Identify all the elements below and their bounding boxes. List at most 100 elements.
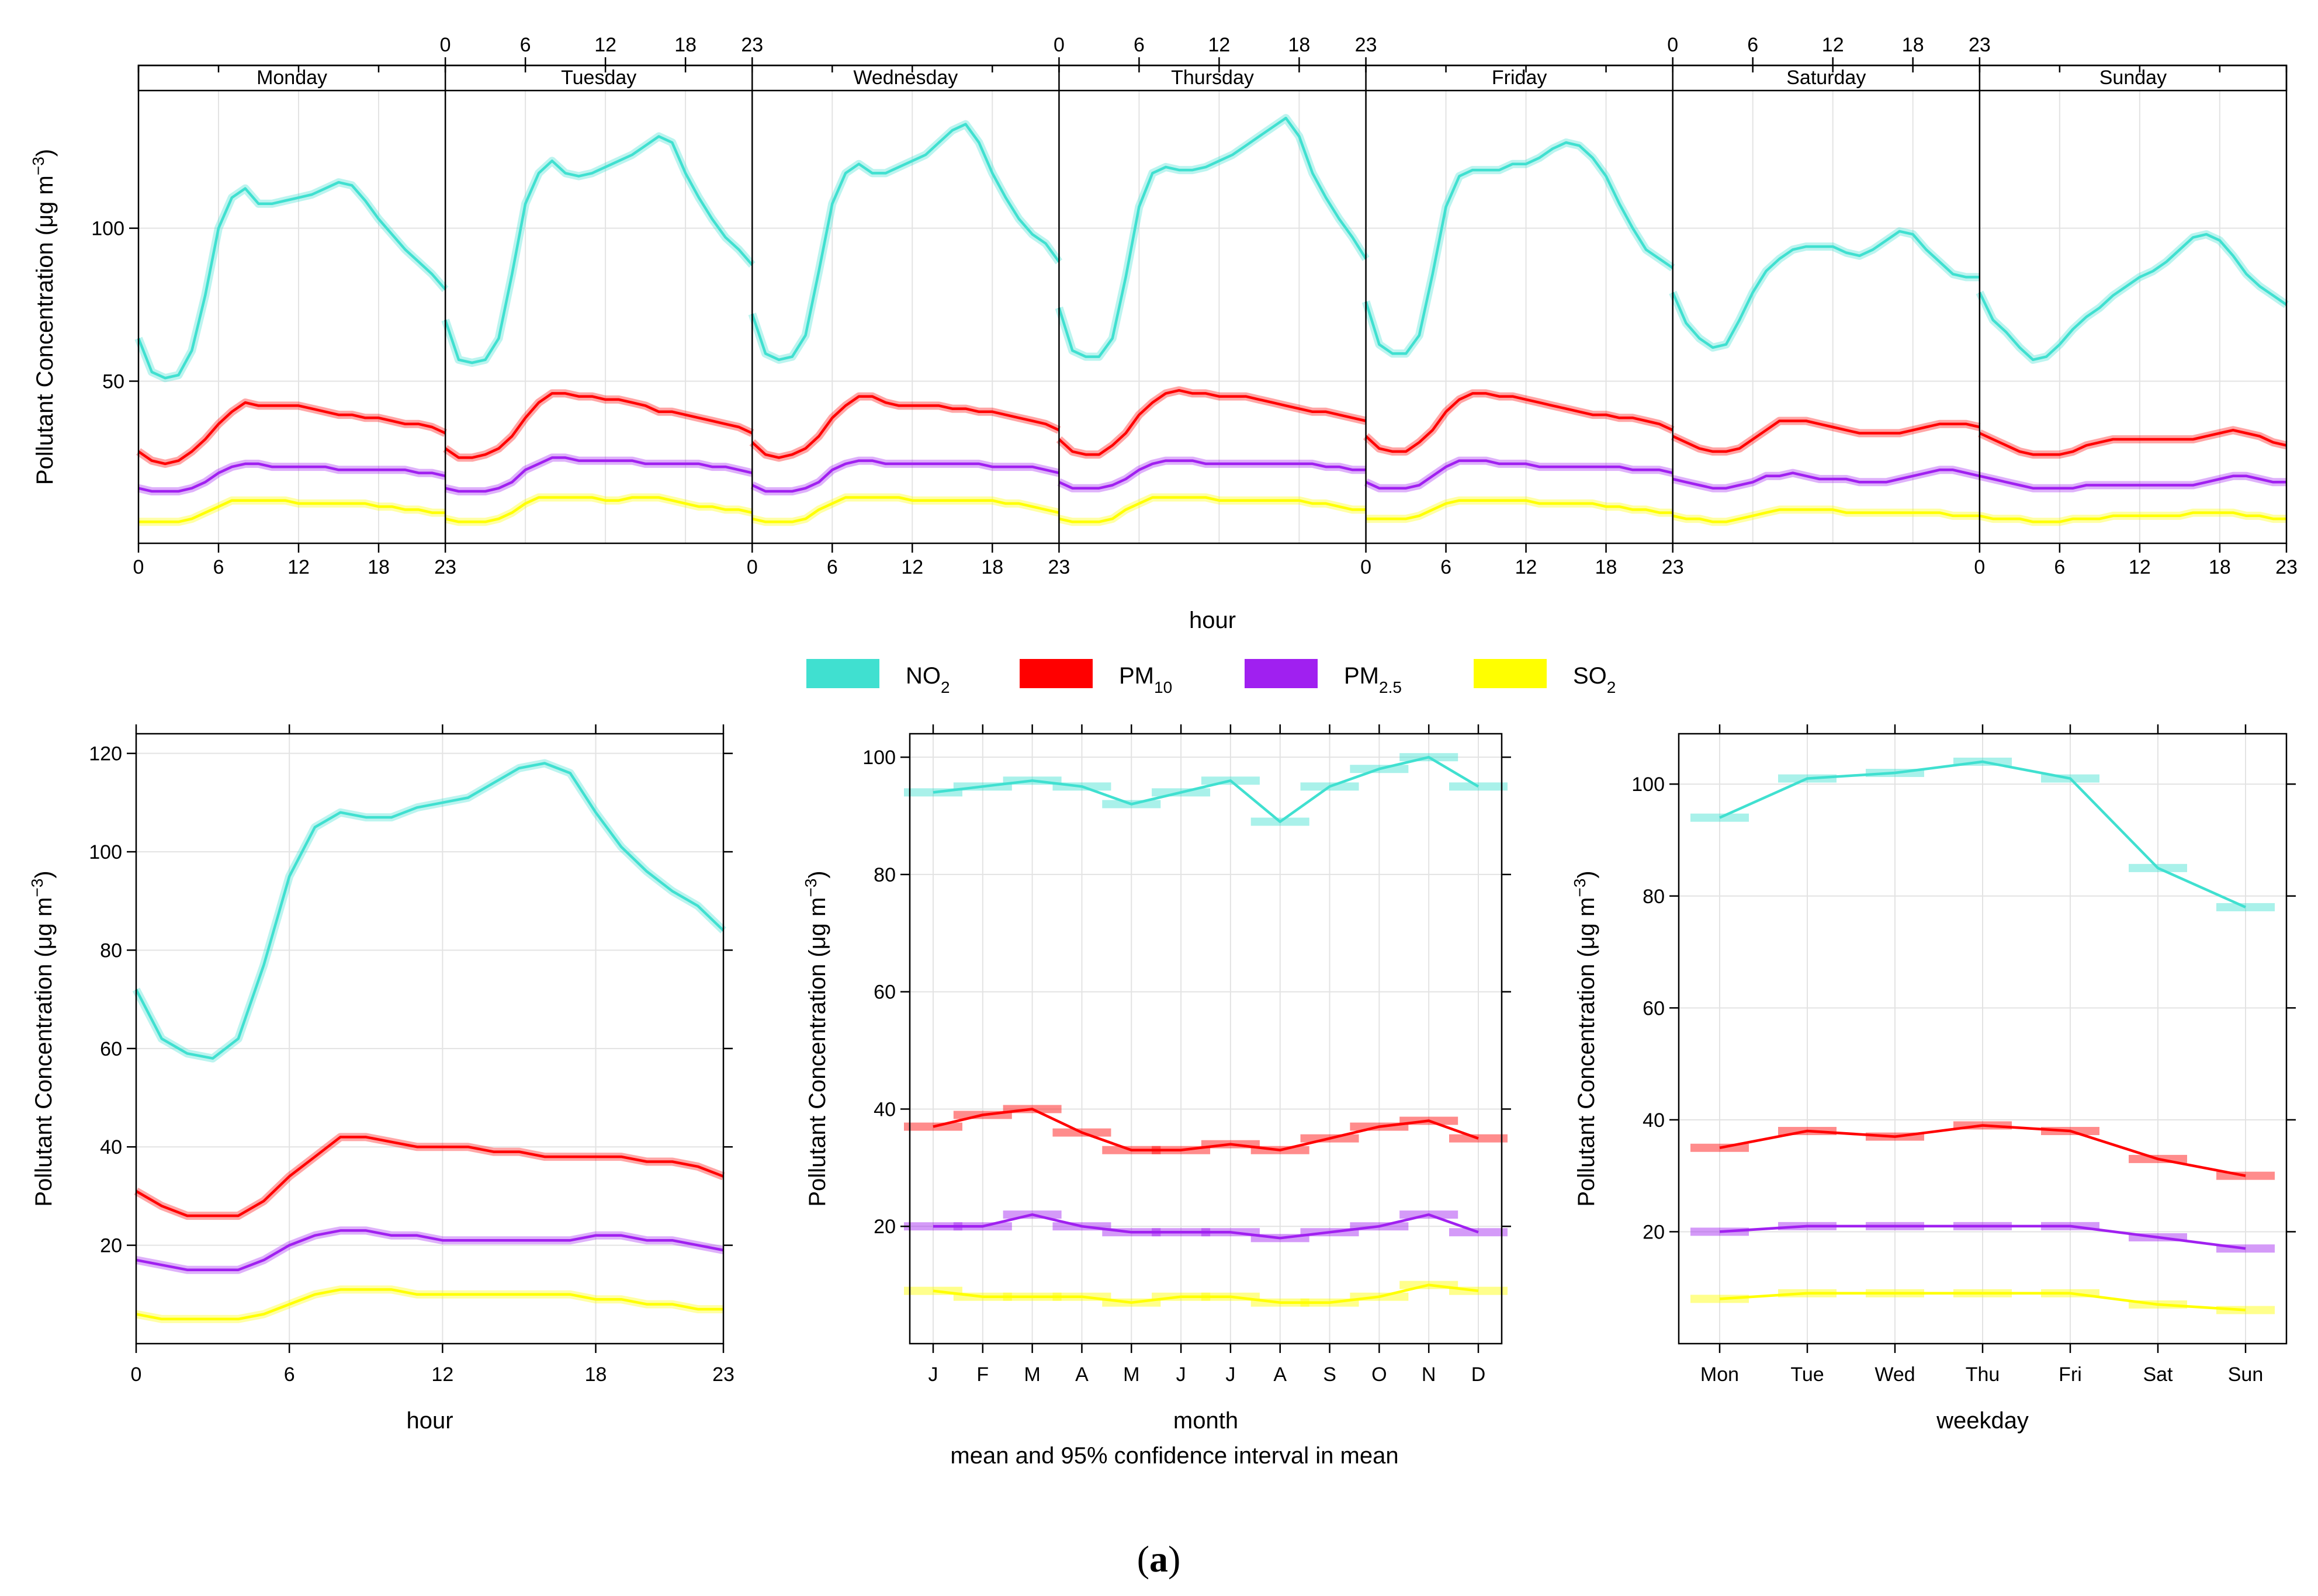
- y-tick-label: 100: [89, 841, 122, 863]
- x-tick-label: 12: [1515, 556, 1537, 578]
- x-tick-label: 23: [2275, 556, 2298, 578]
- thursday-pm10-ci-band: [1056, 386, 1367, 459]
- friday-pm10-line: [1365, 392, 1673, 453]
- caption-close: ): [1168, 1538, 1180, 1580]
- x-tick-label: 12: [1208, 34, 1231, 56]
- y-tick-label: 60: [100, 1038, 122, 1060]
- hour-no2-ci-band: [132, 759, 726, 1063]
- x-tick-label: 0: [133, 556, 144, 578]
- x-tick-label: 18: [368, 556, 390, 578]
- friday-no2-ci-band: [1361, 138, 1675, 358]
- month-no2-ci-marker: [1449, 782, 1508, 791]
- legend-label-so2: SO2: [1573, 663, 1616, 696]
- y-tick-label: 120: [89, 743, 122, 765]
- x-tick-label: 6: [520, 34, 531, 56]
- figure-caption: (a): [1137, 1538, 1181, 1580]
- x-tick-label: A: [1075, 1363, 1089, 1386]
- y-tick-label: 40: [100, 1136, 122, 1158]
- legend-swatch-pm25: [1245, 659, 1318, 688]
- saturday-so2-line: [1672, 508, 1980, 523]
- x-tick-label: N: [1422, 1363, 1436, 1386]
- y-tick-label: 40: [1643, 1109, 1665, 1132]
- y-axis-label-exponent: −3: [802, 879, 820, 897]
- x-tick-label: 18: [2209, 556, 2231, 578]
- x-tick-label: 6: [213, 556, 224, 578]
- thursday-no2-ci-band: [1055, 114, 1370, 361]
- x-tick-label: 6: [827, 556, 838, 578]
- x-axis-label: month: [1173, 1408, 1238, 1434]
- sunday-so2-line: [1979, 511, 2286, 523]
- x-tick-label: Thu: [1966, 1363, 2000, 1386]
- y-tick-label: 40: [874, 1098, 896, 1120]
- x-tick-label: S: [1323, 1363, 1336, 1386]
- panel-label-saturday: Saturday: [1786, 67, 1866, 89]
- legend-label-sub: 2.5: [1379, 678, 1402, 696]
- x-tick-label: 12: [594, 34, 616, 56]
- y-axis-label-text: Pollutant Concentration (μg m: [31, 897, 57, 1207]
- x-tick-label: 23: [1662, 556, 1684, 578]
- y-axis-label-close: ): [805, 870, 830, 878]
- panel-label-friday: Friday: [1492, 67, 1547, 89]
- legend-label-base: NO: [906, 663, 941, 689]
- x-tick-label: 12: [2129, 556, 2151, 578]
- panel-label-thursday: Thursday: [1171, 67, 1254, 89]
- x-tick-label: O: [1371, 1363, 1387, 1386]
- x-tick-label: 0: [440, 34, 451, 56]
- x-tick-label: 6: [2054, 556, 2065, 578]
- x-tick-label: 12: [1822, 34, 1844, 56]
- x-tick-label: 18: [1288, 34, 1310, 56]
- y-axis-label-close: ): [1574, 870, 1599, 878]
- y-axis-label-text: Pollutant Concentration (μg m: [1574, 897, 1599, 1207]
- sunday-no2-ci-band: [1976, 230, 2289, 364]
- month-pm10-line: [933, 1108, 1479, 1151]
- x-tick-label: 6: [284, 1363, 295, 1386]
- y-tick-label: 100: [91, 218, 124, 240]
- legend-label-base: PM: [1119, 663, 1154, 689]
- thursday-so2-ci-band: [1058, 493, 1366, 526]
- x-tick-label: 6: [1747, 34, 1758, 56]
- y-tick-label: 80: [874, 864, 896, 886]
- legend-label-base: SO: [1573, 663, 1607, 689]
- weekday-hour-chart: Monday 0 6 12 18 23 Tuesday 0 6 12 18 23 Wednesday 0 6…: [29, 34, 2298, 633]
- x-tick-label: 18: [674, 34, 697, 56]
- tuesday-pm25-line: [445, 456, 753, 493]
- x-tick-label: Sat: [2143, 1363, 2173, 1386]
- weekday-pm10-line: [1719, 1124, 2246, 1177]
- x-tick-label: Wed: [1875, 1363, 1915, 1386]
- hour-pm25-ci-band: [135, 1226, 725, 1274]
- x-tick-label: 18: [1595, 556, 1617, 578]
- month-no2-line: [933, 755, 1479, 823]
- y-tick-label: 20: [1643, 1221, 1665, 1243]
- panel-tuesday: [441, 132, 756, 526]
- tuesday-pm10-line: [444, 392, 753, 459]
- wednesday-pm25-line: [751, 459, 1059, 493]
- wednesday-so2-line: [751, 496, 1059, 523]
- x-tick-label: 18: [585, 1363, 607, 1386]
- friday-so2-line: [1366, 499, 1673, 521]
- x-tick-label: 23: [712, 1363, 734, 1386]
- tuesday-no2-line: [443, 135, 753, 365]
- x-tick-label: J: [1176, 1363, 1186, 1386]
- panel-thursday: [1055, 114, 1370, 526]
- x-tick-label: 12: [901, 556, 923, 578]
- thursday-so2-line: [1058, 496, 1366, 523]
- legend-label-sub: 10: [1154, 678, 1172, 696]
- weekday-so2-line: [1719, 1292, 2246, 1312]
- tuesday-pm10-ci-band: [443, 389, 754, 462]
- y-axis-label-close: ): [31, 870, 57, 878]
- panel-label-tuesday: Tuesday: [561, 67, 636, 89]
- tuesday-so2-line: [445, 496, 753, 523]
- x-tick-label: 0: [1054, 34, 1065, 56]
- y-axis-label-text: Pollutant Concentration (μg m: [805, 897, 830, 1207]
- friday-no2-line: [1364, 141, 1673, 355]
- y-tick-label: 80: [1643, 886, 1665, 908]
- y-axis-label-exponent: −3: [1571, 879, 1589, 897]
- legend-swatch-so2: [1474, 659, 1547, 688]
- wednesday-pm25-ci-band: [750, 456, 1060, 495]
- weekday-chart: 20 40 60 80 100 Mon Tue Wed Thu Fri Sat Sun weekday P…: [1571, 724, 2296, 1434]
- x-tick-label: J: [928, 1363, 938, 1386]
- hour-pm10-ci-band: [134, 1133, 725, 1220]
- panel-friday: [1361, 138, 1675, 523]
- wednesday-pm10-line: [751, 395, 1060, 459]
- weekday-no2-line: [1719, 760, 2246, 908]
